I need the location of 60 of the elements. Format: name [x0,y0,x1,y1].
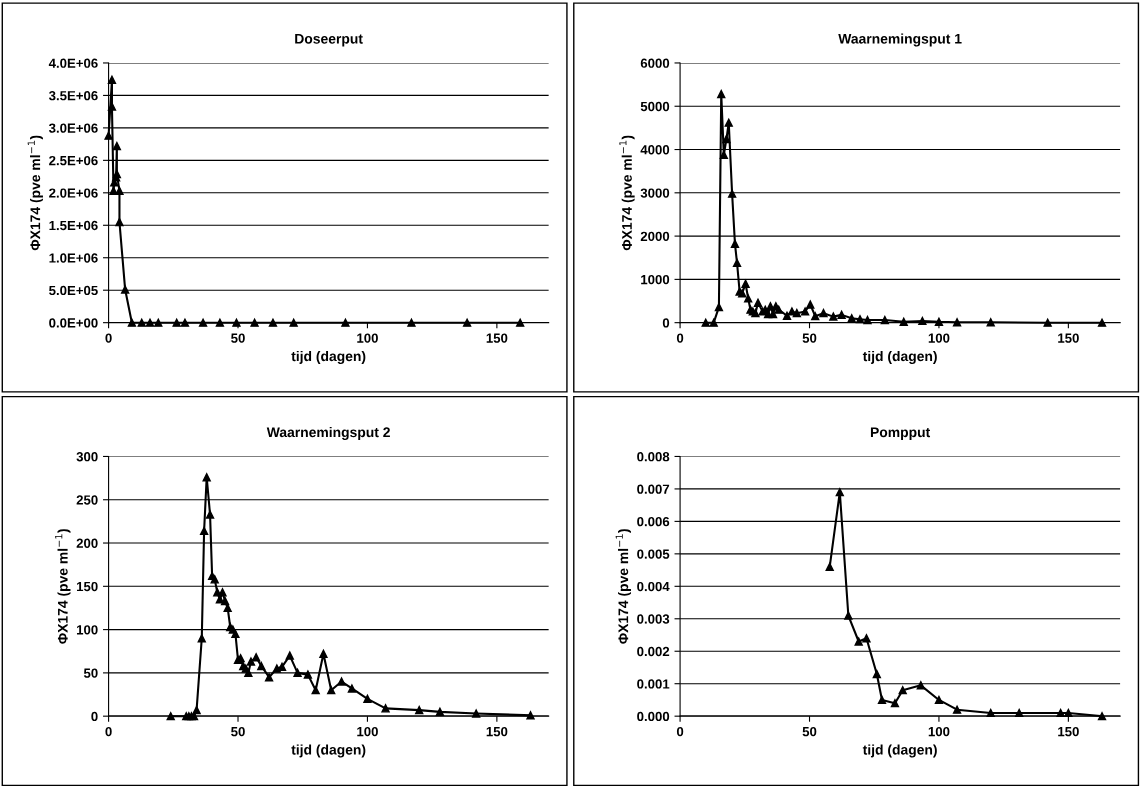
y-tick-label: 4.0E+06 [48,58,98,68]
y-tick-label: 1000 [641,274,670,285]
x-tick-label: 0 [105,726,112,737]
y-tick-label: 3.0E+06 [48,123,98,133]
y-tick-label: 1.0E+06 [49,253,98,263]
y-tick-label: 0.000 [637,711,670,722]
x-axis-title: tijd (dagen) [862,350,937,364]
y-tick-label: 5000 [640,101,670,112]
y-axis-title: ΦX174 (pve ml$^{−1}$) [27,135,43,251]
x-tick-label: 100 [928,333,950,343]
x-tick-label: 50 [231,726,245,737]
x-tick-label: 100 [357,726,378,737]
y-tick-label: 100 [76,625,98,635]
y-axis-title: ΦX174 (pve ml$^{−1}$) [615,529,631,644]
y-tick-label: 0.005 [637,549,670,559]
y-tick-label: 0.004 [637,581,670,592]
y-tick-label: 0.001 [637,679,670,689]
x-tick-label: 150 [486,726,508,737]
chart-title: Waarnemingsput 1 [838,33,962,47]
y-axis-title: ΦX174 (pve ml$^{−1}$) [619,135,635,251]
y-tick-label: 2.0E+06 [49,188,98,198]
y-tick-label: 3.5E+06 [48,90,98,101]
x-tick-label: 150 [1058,726,1079,737]
y-tick-label: 5.0E+05 [49,285,98,296]
y-tick-label: 0.008 [637,452,670,462]
x-tick-label: 150 [1058,333,1079,343]
y-tick-label: 300 [76,452,98,462]
y-tick-label: 2000 [640,231,670,242]
y-tick-label: 0.0E+00 [49,318,98,328]
x-tick-label: 100 [357,333,378,343]
x-axis-title: tijd (dagen) [291,744,366,758]
y-tick-label: 2.5E+06 [49,155,98,166]
y-tick-label: 250 [76,495,98,505]
y-tick-label: 0.003 [637,614,670,624]
chart-title: Waarnemingsput 2 [266,426,390,440]
chart-title: Doseerput [295,33,363,47]
x-tick-label: 150 [486,333,508,343]
chart-title: Pompput [870,427,931,440]
x-tick-label: 0 [676,333,684,343]
x-tick-label: 0 [676,726,684,737]
y-tick-label: 6000 [640,58,670,68]
y-tick-label: 150 [76,581,98,592]
x-axis-title: tijd (dagen) [291,350,366,364]
x-tick-label: 50 [802,333,817,343]
x-tick-label: 100 [928,726,950,737]
y-tick-label: 0.006 [637,516,670,527]
y-tick-label: 200 [76,538,98,548]
y-tick-label: 1.5E+06 [49,220,98,231]
y-axis-title: ΦX174 (pve ml$^{−1}$) [55,529,71,644]
y-tick-label: 50 [83,668,98,678]
y-tick-label: 0 [91,711,98,722]
y-tick-label: 0.007 [637,484,670,494]
x-tick-label: 50 [231,333,245,343]
x-tick-label: 50 [802,726,817,737]
y-tick-label: 4000 [640,145,670,155]
x-tick-label: 0 [105,333,112,343]
y-tick-label: 3000 [640,188,670,198]
y-tick-label: 0 [662,318,670,328]
x-axis-title: tijd (dagen) [862,744,937,758]
y-tick-label: 0.002 [637,646,670,657]
